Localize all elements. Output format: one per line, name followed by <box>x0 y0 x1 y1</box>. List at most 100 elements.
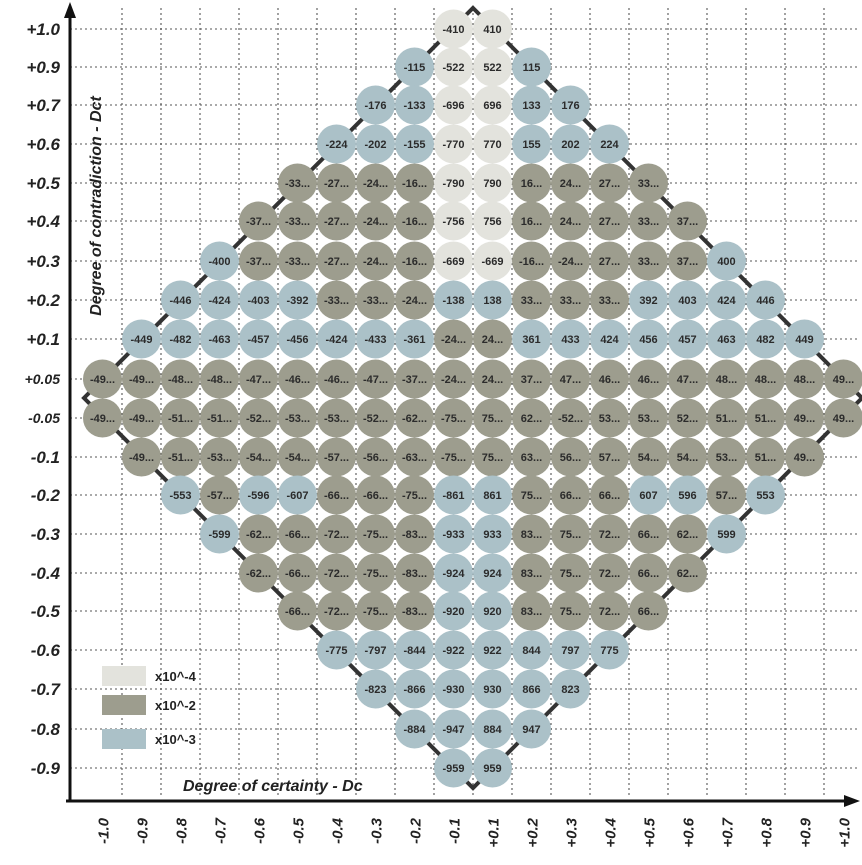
cell-value: -66... <box>324 490 349 502</box>
heatmap-cell: -75... <box>356 514 395 554</box>
cell-circle <box>200 475 239 515</box>
cell-circle <box>707 319 746 359</box>
heatmap-cell: -49... <box>122 437 161 477</box>
cell-circle <box>473 748 512 788</box>
cell-value: -392 <box>286 295 308 307</box>
cell-circle <box>707 241 746 281</box>
cell-circle <box>122 319 161 359</box>
cell-value: -54... <box>246 452 271 464</box>
cell-circle <box>473 319 512 359</box>
heatmap-cell: -756 <box>434 201 473 241</box>
heatmap-cell: 62... <box>668 514 707 554</box>
cell-circle <box>512 475 551 515</box>
cell-circle <box>83 359 122 399</box>
cell-circle <box>629 437 668 477</box>
cell-value: 66... <box>638 529 659 541</box>
cell-circle <box>551 591 590 631</box>
cell-circle <box>785 319 824 359</box>
cell-value: 24... <box>560 216 581 228</box>
heatmap-cell: 33... <box>551 280 590 320</box>
heatmap-cell: 49... <box>785 437 824 477</box>
heatmap-cell: 596 <box>668 475 707 515</box>
cell-value: -33... <box>285 178 310 190</box>
heatmap-cell: 49... <box>824 359 862 399</box>
cell-circle <box>239 241 278 281</box>
cell-value: 66... <box>560 490 581 502</box>
heatmap-cell: -553 <box>161 475 200 515</box>
cell-value: -920 <box>442 606 464 618</box>
cell-circle <box>239 280 278 320</box>
cell-value: -24... <box>441 334 466 346</box>
cell-circle <box>707 398 746 438</box>
heatmap-cell: -33... <box>278 201 317 241</box>
heatmap-cell: -27... <box>317 201 356 241</box>
cell-circle <box>239 201 278 241</box>
cell-value: 861 <box>483 490 501 502</box>
cell-circle <box>629 398 668 438</box>
cell-value: -83... <box>402 606 427 618</box>
cell-circle <box>668 241 707 281</box>
heatmap-cell: -400 <box>200 241 239 281</box>
cell-value: 933 <box>483 529 501 541</box>
cell-circle <box>317 630 356 670</box>
cell-circle <box>434 437 473 477</box>
cell-circle <box>395 475 434 515</box>
cell-circle <box>200 437 239 477</box>
heatmap-cell: 46... <box>629 359 668 399</box>
cell-circle <box>512 553 551 593</box>
cell-circle <box>200 359 239 399</box>
heatmap-cell: 457 <box>668 319 707 359</box>
cell-circle <box>434 201 473 241</box>
heatmap-cell: -52... <box>239 398 278 438</box>
heatmap-cell: -930 <box>434 669 473 709</box>
y-axis-title: Degree of contradiction - Dct <box>88 96 105 316</box>
x-tick-label: -1.0 <box>96 817 113 844</box>
cell-circle <box>434 319 473 359</box>
cell-value: -75... <box>363 606 388 618</box>
heatmap-cell: -922 <box>434 630 473 670</box>
cell-circle <box>512 437 551 477</box>
cell-circle <box>161 359 200 399</box>
cell-value: 138 <box>483 295 501 307</box>
heatmap-cell: 922 <box>473 630 512 670</box>
cell-value: 607 <box>639 490 657 502</box>
heatmap-cell: -115 <box>395 47 434 87</box>
legend-item: x10^-3 <box>102 729 196 749</box>
heatmap-cell: 861 <box>473 475 512 515</box>
heatmap-cell: 133 <box>512 85 551 125</box>
legend-label: x10^-3 <box>155 732 196 747</box>
cell-circle <box>83 398 122 438</box>
cell-circle <box>395 47 434 87</box>
cell-value: 83... <box>521 568 542 580</box>
heatmap-cell: 83... <box>512 553 551 593</box>
x-axis-arrow <box>844 795 860 807</box>
cell-value: -33... <box>363 295 388 307</box>
cell-circle <box>434 553 473 593</box>
cell-circle <box>356 359 395 399</box>
cell-circle <box>122 359 161 399</box>
cell-circle <box>356 437 395 477</box>
cell-value: 53... <box>716 452 737 464</box>
cell-value: -52... <box>246 413 271 425</box>
cell-circle <box>356 124 395 164</box>
y-tick-label: -0.6 <box>31 641 61 660</box>
legend-label: x10^-2 <box>155 698 196 713</box>
cell-circle <box>395 319 434 359</box>
cell-value: 33... <box>560 295 581 307</box>
cell-value: -844 <box>403 645 426 657</box>
heatmap-cell: -24... <box>551 241 590 281</box>
heatmap-cell: 823 <box>551 669 590 709</box>
cell-circle <box>473 124 512 164</box>
cell-circle <box>317 359 356 399</box>
heatmap-cell: -57... <box>317 437 356 477</box>
cell-circle <box>356 475 395 515</box>
cell-circle <box>356 514 395 554</box>
cell-circle <box>395 514 434 554</box>
x-tick-label: -0.4 <box>330 817 347 844</box>
cell-circle <box>434 398 473 438</box>
heatmap-cell: 27... <box>590 201 629 241</box>
heatmap-cell: 62... <box>512 398 551 438</box>
heatmap-cell: -47... <box>239 359 278 399</box>
cell-circle <box>629 163 668 203</box>
cell-value: -33... <box>324 295 349 307</box>
